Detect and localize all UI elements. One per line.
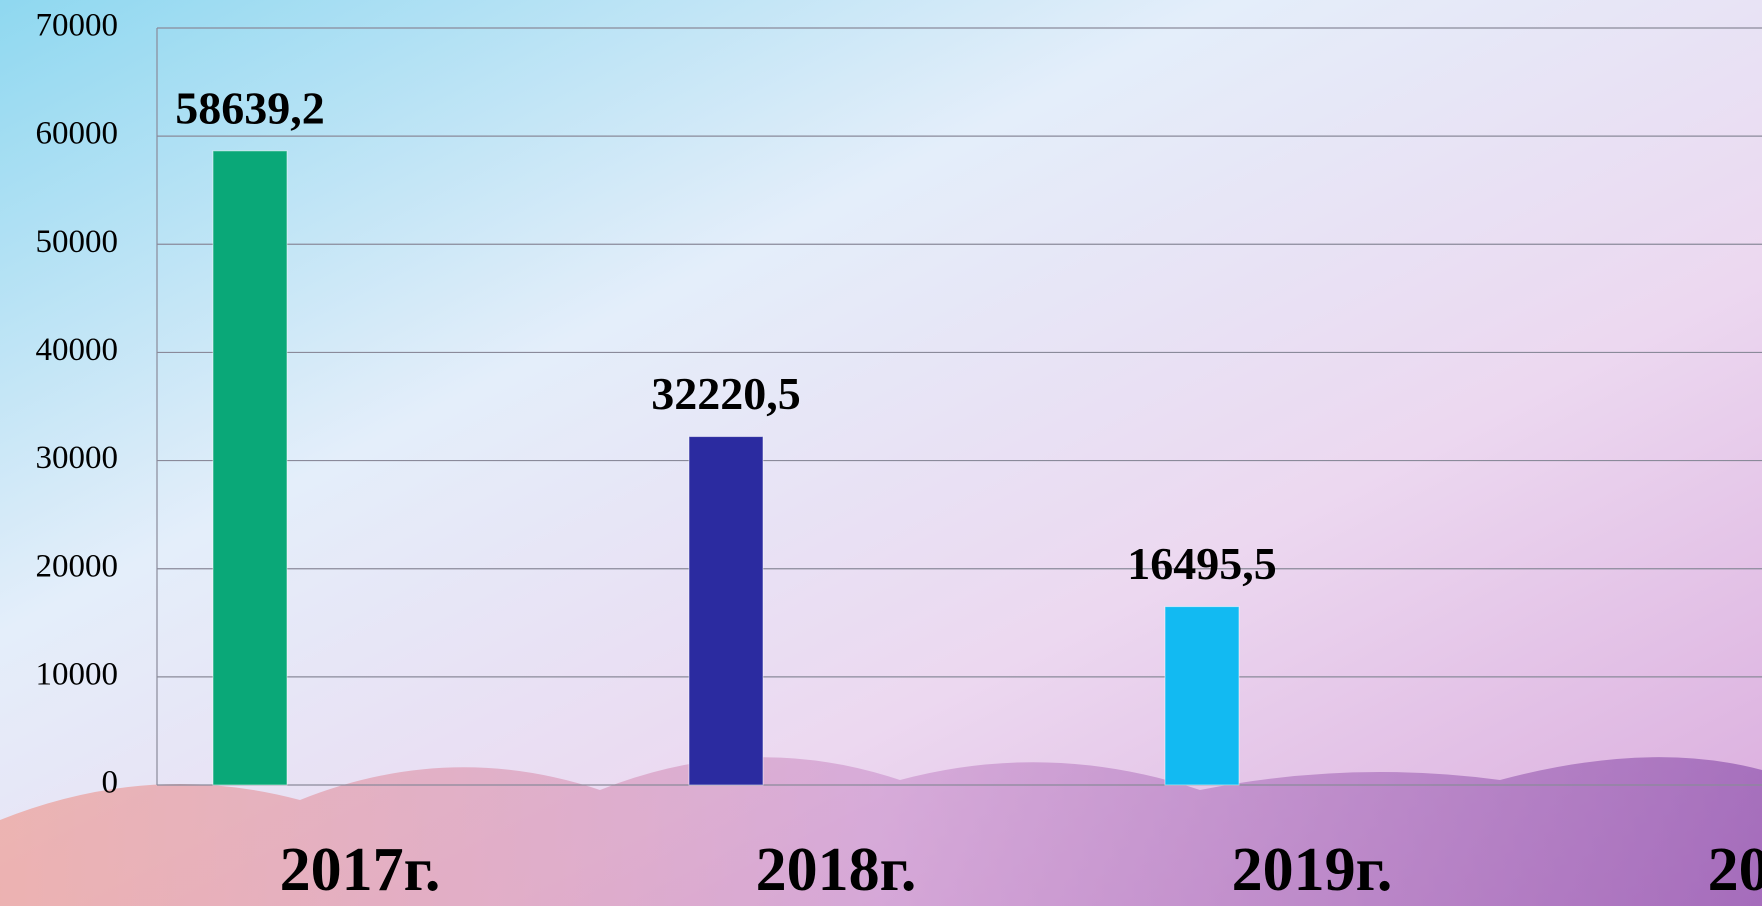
y-tick-label: 10000 <box>36 656 119 692</box>
y-tick-label: 70000 <box>36 8 119 44</box>
y-tick-label: 0 <box>102 765 119 801</box>
value-label: 58639,2 <box>175 82 325 133</box>
value-label: 32220,5 <box>651 368 801 419</box>
y-tick-label: 60000 <box>36 116 119 152</box>
x-tick-label: 2020г. <box>1708 836 1762 904</box>
x-tick-label: 2017г. <box>280 836 441 904</box>
value-label: 16495,5 <box>1127 538 1277 589</box>
bar <box>689 437 763 785</box>
y-tick-label: 50000 <box>36 224 119 260</box>
page: 0 10000 20000 30000 40000 50000 60000 70000 2017… <box>0 0 1762 906</box>
y-tick-label: 30000 <box>36 440 119 476</box>
x-tick-label: 2019г. <box>1232 836 1393 904</box>
bar <box>213 151 287 785</box>
x-tick-label: 2018г. <box>756 836 917 904</box>
bar <box>1165 607 1239 785</box>
y-tick-label: 40000 <box>36 332 119 368</box>
chart: 0 10000 20000 30000 40000 50000 60000 70000 2017… <box>0 0 1762 906</box>
y-tick-label: 20000 <box>36 548 119 584</box>
